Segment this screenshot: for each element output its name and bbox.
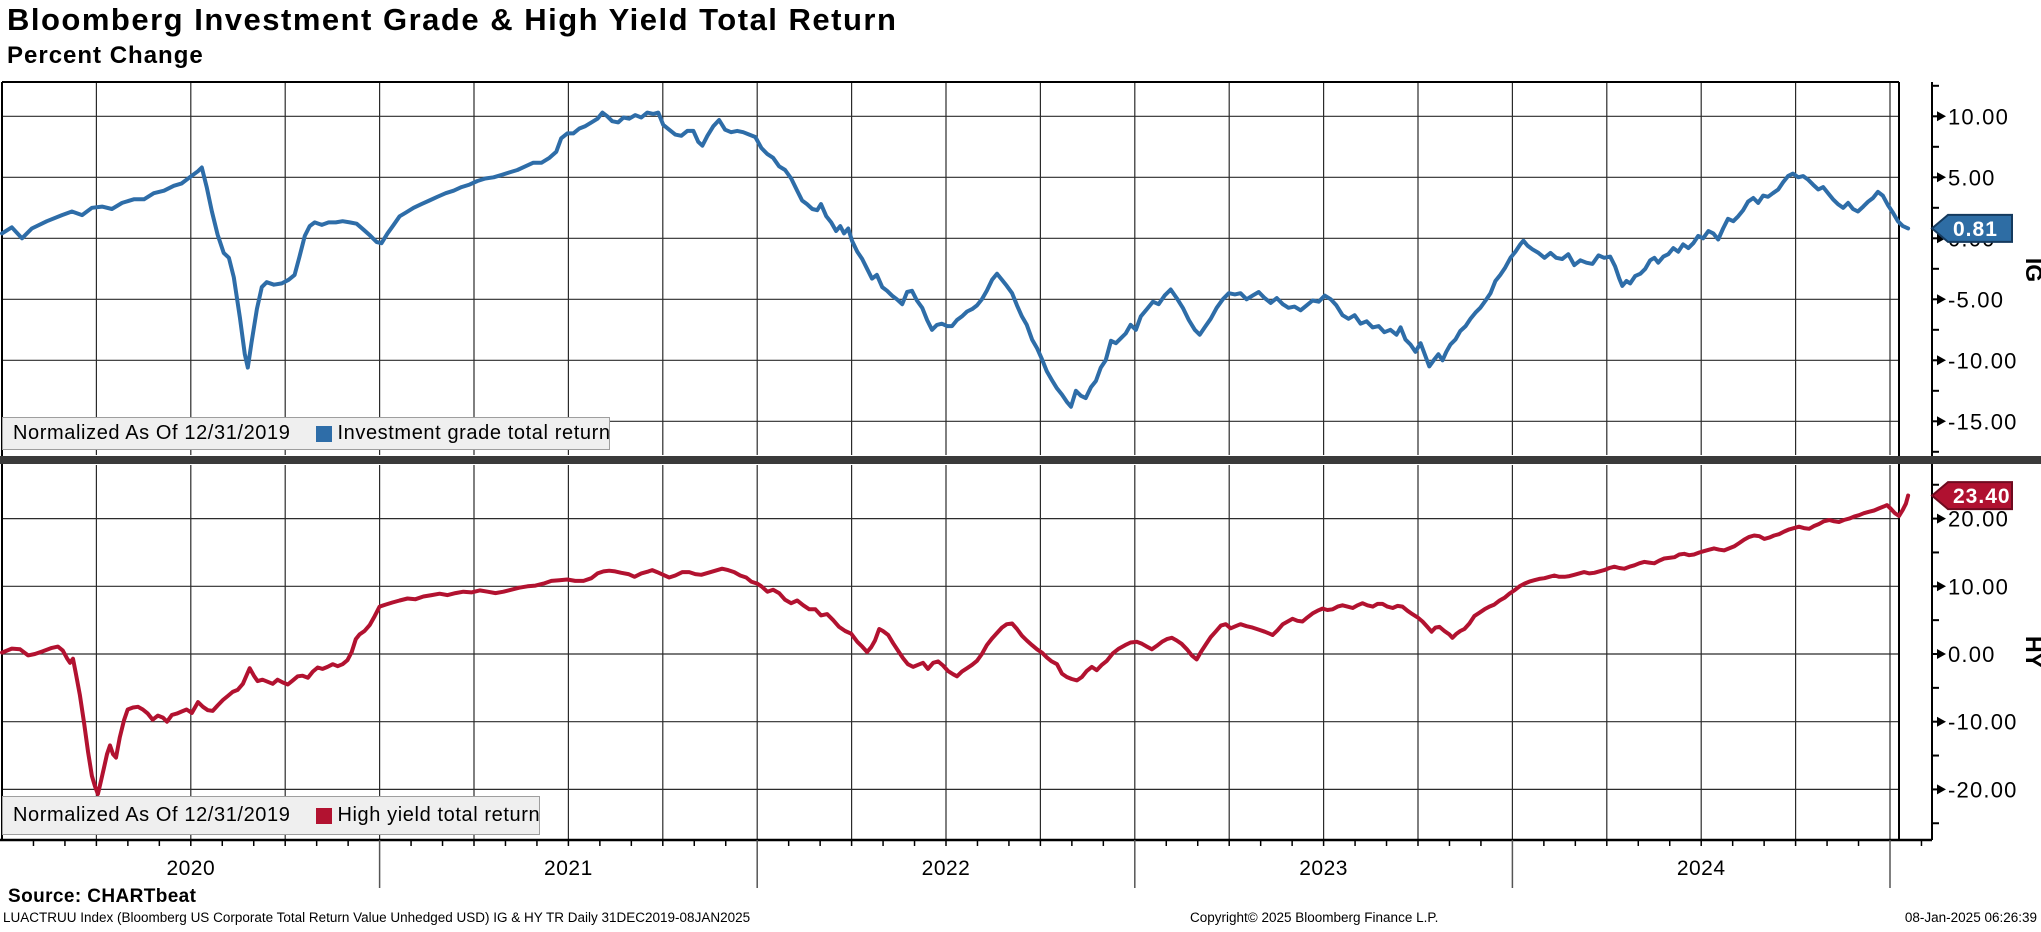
ig-legend-note: Normalized As Of 12/31/2019 xyxy=(13,422,291,444)
ig-legend-swatch-icon xyxy=(316,425,333,442)
panel-divider xyxy=(0,456,2041,464)
ig-series-line xyxy=(0,110,1911,409)
x-tick-label: 2023 xyxy=(1299,857,1348,880)
y-tick-label: 0.00 xyxy=(1948,642,1996,667)
y-tick-label: 5.00 xyxy=(1948,165,1996,190)
hy-legend-series-label: High yield total return xyxy=(337,804,541,826)
x-tick-label: 2020 xyxy=(166,857,215,880)
y-tick-arrow-icon xyxy=(1937,513,1946,524)
page-subtitle: Percent Change xyxy=(7,42,204,69)
y-axis: 10.00 5.00 0.00 -5.00 -10.00 -15.00 20.00 10.00… xyxy=(1932,84,2018,825)
hy-last-value-tag xyxy=(1930,481,2013,511)
hy-legend-swatch-icon xyxy=(316,807,333,824)
x-tick-label: 2024 xyxy=(1677,857,1726,880)
y-tick-arrow-icon xyxy=(1937,581,1946,592)
y-tick-label: 20.00 xyxy=(1948,507,2009,532)
copyright-note: Copyright© 2025 Bloomberg Finance L.P. xyxy=(1190,910,1439,925)
y-tick-arrow-icon xyxy=(1937,294,1946,305)
x-tick-label: 2022 xyxy=(922,857,971,880)
ig-axis-title: IG xyxy=(2021,258,2041,282)
x-axis: 2020 2021 2022 2023 2024 xyxy=(32,840,1923,888)
source-note: Source: CHARTbeat xyxy=(8,886,197,907)
last-value-tags: 0.81 23.40 xyxy=(1930,213,2013,511)
y-tick-arrow-icon xyxy=(1937,111,1946,122)
y-tick-label: -20.00 xyxy=(1948,777,2018,802)
y-tick-arrow-icon xyxy=(1937,172,1946,183)
y-tick-arrow-icon xyxy=(1937,355,1946,366)
hy-series-line xyxy=(0,493,1911,797)
y-tick-arrow-icon xyxy=(1937,416,1946,427)
ig-legend: Normalized As Of 12/31/2019 Investment g… xyxy=(2,417,610,450)
y-tick-arrow-icon xyxy=(1937,649,1946,659)
y-tick-arrow-icon xyxy=(1937,784,1946,795)
x-tick-label: 2021 xyxy=(544,857,593,880)
hy-legend-note: Normalized As Of 12/31/2019 xyxy=(13,804,291,826)
ig-last-value-label: 0.81 xyxy=(1953,218,1998,241)
y-tick-label: -10.00 xyxy=(1948,710,2018,735)
hy-legend: Normalized As Of 12/31/2019 High yield t… xyxy=(2,796,540,835)
y-tick-label: -15.00 xyxy=(1948,409,2018,434)
y-tick-label: 10.00 xyxy=(1948,574,2009,599)
ig-last-value-tag xyxy=(1930,213,2013,243)
y-tick-label: -5.00 xyxy=(1948,287,2004,312)
y-tick-label: -10.00 xyxy=(1948,348,2018,373)
timestamp: 08-Jan-2025 06:26:39 xyxy=(1904,910,2037,925)
hy-axis-title: HY xyxy=(2021,636,2041,668)
hy-last-value-label: 23.40 xyxy=(1953,485,2011,508)
index-description: LUACTRUU Index (Bloomberg US Corporate T… xyxy=(3,910,751,925)
y-tick-arrow-icon xyxy=(1937,716,1946,727)
page-title: Bloomberg Investment Grade & High Yield … xyxy=(7,2,898,37)
y-tick-label: 10.00 xyxy=(1948,104,2009,129)
ig-legend-series-label: Investment grade total return xyxy=(337,422,611,444)
gridlines xyxy=(2,82,1899,840)
